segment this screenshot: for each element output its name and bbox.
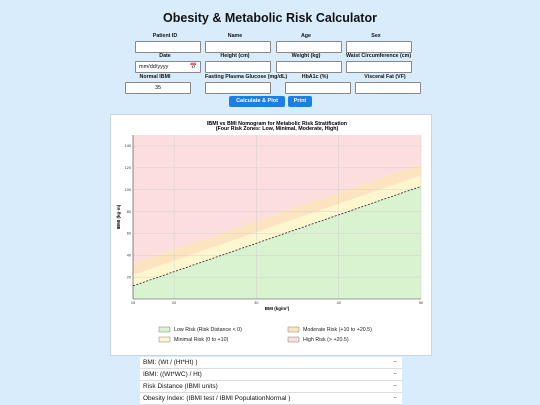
name-input[interactable] — [205, 41, 271, 53]
legend-swatch — [158, 336, 171, 343]
date-input[interactable]: mm/dd/yyyy 📅 — [135, 61, 201, 73]
age-label: Age — [300, 33, 311, 39]
result-label: Risk Distance (IBMI units) — [143, 383, 218, 390]
calendar-icon[interactable]: 📅 — [189, 64, 197, 70]
nomogram-chart: 15 20 30 40 50 20 40 60 80 100 120 140 IBMI vs BMI N… — [116, 121, 423, 343]
result-value: -- — [393, 383, 397, 389]
height-input[interactable] — [205, 61, 271, 73]
y-tick-label: 100 — [125, 188, 131, 192]
waist-input[interactable] — [346, 61, 412, 73]
risk-zone-1 — [133, 175, 421, 286]
x-tick-label: 40 — [337, 301, 341, 305]
print-button[interactable]: Print — [288, 96, 312, 107]
legend-swatch — [287, 326, 300, 333]
x-tick-label: 50 — [419, 301, 423, 305]
hba1c-field-group: HbA1c (%) — [285, 74, 351, 94]
chart-title: IBMI vs BMI Nomogram for Metabolic Risk … — [207, 121, 347, 127]
result-row: Risk Distance (IBMI units) -- — [140, 381, 402, 393]
date-label: Date — [159, 53, 171, 59]
y-tick-label: 140 — [125, 144, 131, 148]
result-value: -- — [393, 359, 397, 365]
weight-field-group: Weight (kg) — [276, 53, 342, 73]
result-row: Obesity Index: (IBMI test / IBMI Populat… — [140, 393, 402, 405]
y-axis-label: IBMI (kg·m) — [116, 204, 121, 229]
y-tick-label: 40 — [127, 254, 131, 258]
normal-ibmi-field-group: Normal IBMI 35 — [125, 74, 191, 94]
legend-label: Minimal Risk (0 to +10) — [174, 337, 229, 343]
chart-panel: 15 20 30 40 50 20 40 60 80 100 120 140 IBMI vs BMI N… — [110, 114, 432, 356]
legend-label: Moderate Risk (+10 to +20.5) — [303, 327, 372, 333]
name-field-group: Name — [205, 33, 271, 53]
age-field-group: Age — [276, 33, 342, 53]
normal-ibmi-input[interactable]: 35 — [125, 82, 191, 94]
legend-label: Low Risk (Risk Distance < 0) — [174, 327, 242, 333]
glucose-field-group: Fasting Plasma Glucose (mg/dL) — [205, 74, 288, 94]
name-label: Name — [227, 33, 243, 39]
sex-input[interactable] — [346, 41, 412, 53]
legend-label: High Risk (> +20.5) — [303, 337, 349, 343]
patient-id-field-group: Patient ID — [135, 33, 201, 53]
result-label: Obesity Index: (IBMI test / IBMI Populat… — [143, 395, 291, 402]
result-value: -- — [393, 395, 397, 401]
risk-zone-0 — [133, 186, 421, 299]
y-tick-label: 80 — [127, 210, 131, 214]
waist-field-group: Waist Circumference (cm) — [346, 53, 412, 73]
result-row: IBMI: ((Wt*WC) / Ht) -- — [140, 369, 402, 381]
hba1c-label: HbA1c (%) — [301, 74, 329, 80]
page-title: Obesity & Metabolic Risk Calculator — [163, 11, 377, 25]
result-value: -- — [393, 371, 397, 377]
x-tick-label: 15 — [131, 301, 135, 305]
visceral-fat-input[interactable] — [355, 82, 421, 94]
chart-subtitle: (Four Risk Zones: Low, Minimal, Moderate… — [216, 126, 339, 132]
date-placeholder: mm/dd/yyyy — [139, 64, 169, 70]
patient-id-input[interactable] — [135, 41, 201, 53]
result-row: BMI: (Wt / (Ht*Ht) ) -- — [140, 357, 402, 369]
date-field-group: Date mm/dd/yyyy 📅 — [135, 53, 201, 73]
sex-label: Sex — [371, 33, 381, 39]
normal-ibmi-label: Normal IBMI — [139, 74, 171, 80]
sex-field-group: Sex — [346, 33, 412, 53]
hba1c-input[interactable] — [285, 82, 351, 94]
y-tick-label: 20 — [127, 275, 131, 279]
glucose-label: Fasting Plasma Glucose (mg/dL) — [205, 74, 288, 80]
x-tick-label: 30 — [254, 301, 258, 305]
risk-zone-3 — [133, 135, 421, 264]
calculate-plot-button[interactable]: Calculate & Plot — [229, 96, 285, 107]
legend-swatch — [287, 336, 300, 343]
results-panel: BMI: (Wt / (Ht*Ht) ) -- IBMI: ((Wt*WC) / H… — [140, 357, 402, 405]
legend-swatch — [158, 326, 171, 333]
glucose-input[interactable] — [205, 82, 271, 94]
age-input[interactable] — [276, 41, 342, 53]
waist-label: Waist Circumference (cm) — [346, 53, 412, 59]
patient-id-label: Patient ID — [152, 33, 178, 39]
y-tick-label: 60 — [127, 232, 131, 236]
reference-line — [132, 186, 422, 287]
x-axis-label: BMI (kg/m²) — [265, 306, 290, 311]
result-label: IBMI: ((Wt*WC) / Ht) — [143, 371, 202, 378]
risk-zone-2 — [133, 163, 421, 275]
zones-group — [133, 135, 421, 299]
x-tick-label: 20 — [172, 301, 176, 305]
y-tick-label: 120 — [125, 166, 131, 170]
result-label: BMI: (Wt / (Ht*Ht) ) — [143, 359, 198, 366]
visceral-fat-label: Visceral Fat (VF) — [364, 74, 406, 80]
height-field-group: Height (cm) — [205, 53, 271, 73]
weight-input[interactable] — [276, 61, 342, 73]
weight-label: Weight (kg) — [291, 53, 321, 59]
visceral-fat-field-group: Visceral Fat (VF) — [355, 74, 421, 94]
height-label: Height (cm) — [220, 53, 250, 59]
